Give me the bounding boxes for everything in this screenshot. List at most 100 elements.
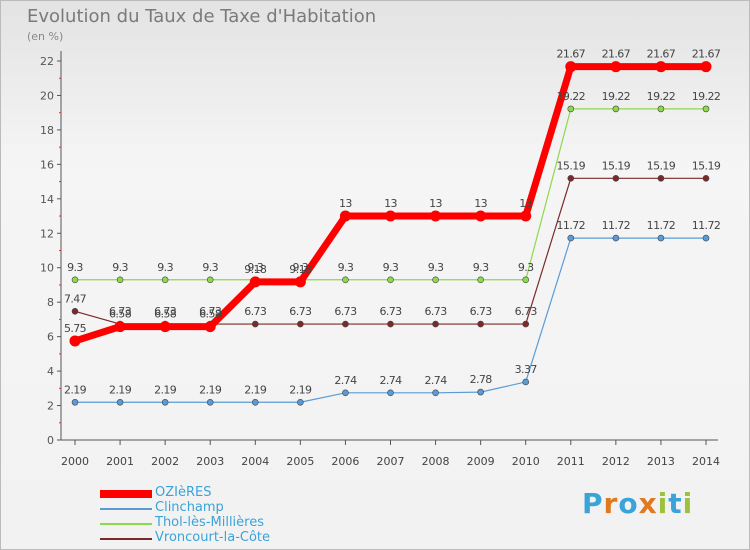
data-point-vroncourt-la-c-te xyxy=(387,320,394,328)
data-label-ozi-res: 6.58 xyxy=(199,308,222,321)
data-label-clinchamp: 2.74 xyxy=(334,374,357,387)
data-point-clinchamp xyxy=(387,389,394,397)
y-tick-label: 10 xyxy=(40,262,54,275)
data-label-vroncourt-la-c-te: 6.73 xyxy=(379,305,402,318)
legend-label: Vroncourt-la-Côte xyxy=(155,530,271,545)
data-point-clinchamp xyxy=(161,398,169,406)
data-point-thol-l-s-milli-res xyxy=(387,276,394,284)
brand-letter: o xyxy=(618,487,639,520)
data-point-vroncourt-la-c-te xyxy=(477,320,484,328)
data-label-clinchamp: 2.19 xyxy=(289,383,312,396)
data-point-thol-l-s-milli-res xyxy=(161,276,169,284)
x-tick-label: 2003 xyxy=(196,455,224,468)
data-point-thol-l-s-milli-res xyxy=(342,276,349,284)
legend-label: Clinchamp xyxy=(155,500,224,515)
data-point-clinchamp xyxy=(116,398,124,406)
data-label-vroncourt-la-c-te: 6.73 xyxy=(334,305,357,318)
y-tick-label: 18 xyxy=(40,124,54,137)
y-tick-label: 16 xyxy=(40,158,54,171)
legend-swatch xyxy=(100,490,152,498)
data-label-clinchamp: 2.74 xyxy=(425,374,448,387)
data-point-ozi-res xyxy=(700,61,712,73)
data-label-clinchamp: 11.72 xyxy=(692,219,721,232)
y-tick-label: 6 xyxy=(47,331,54,344)
data-label-vroncourt-la-c-te: 15.19 xyxy=(602,159,631,172)
data-label-clinchamp: 11.72 xyxy=(647,219,676,232)
data-point-clinchamp xyxy=(342,389,349,397)
x-tick-label: 2007 xyxy=(377,455,405,468)
data-point-thol-l-s-milli-res xyxy=(477,276,484,284)
data-label-ozi-res: 21.67 xyxy=(557,48,586,61)
data-point-thol-l-s-milli-res xyxy=(206,276,214,284)
data-point-ozi-res xyxy=(520,210,532,222)
data-point-vroncourt-la-c-te xyxy=(702,175,710,182)
brand-letter: t xyxy=(668,487,683,520)
data-point-vroncourt-la-c-te xyxy=(657,175,665,182)
x-tick-label: 2010 xyxy=(512,455,540,468)
data-label-clinchamp: 2.78 xyxy=(470,373,493,386)
data-point-ozi-res xyxy=(655,61,667,73)
x-tick-label: 2014 xyxy=(692,455,720,468)
chart-title: Evolution du Taux de Taxe d'Habitation xyxy=(27,6,377,27)
data-label-thol-l-s-milli-res: 19.22 xyxy=(557,90,586,103)
data-label-thol-l-s-milli-res: 9.3 xyxy=(112,261,128,274)
data-point-ozi-res xyxy=(385,210,396,222)
data-point-ozi-res xyxy=(339,210,351,222)
data-label-ozi-res: 13 xyxy=(519,197,532,210)
data-point-clinchamp xyxy=(297,398,304,406)
data-label-vroncourt-la-c-te: 15.19 xyxy=(692,159,721,172)
data-label-ozi-res: 6.58 xyxy=(154,308,177,321)
data-point-ozi-res xyxy=(114,321,126,333)
y-tick-label: 22 xyxy=(40,55,54,68)
legend-label: Thol-lès-Millières xyxy=(155,515,265,530)
data-label-thol-l-s-milli-res: 9.3 xyxy=(428,261,444,274)
data-point-thol-l-s-milli-res xyxy=(612,105,620,113)
data-label-ozi-res: 21.67 xyxy=(647,48,676,61)
data-point-thol-l-s-milli-res xyxy=(657,105,665,113)
data-point-clinchamp xyxy=(612,234,620,242)
data-label-vroncourt-la-c-te: 6.73 xyxy=(289,305,312,318)
data-label-clinchamp: 2.19 xyxy=(244,383,267,396)
x-tick-label: 2004 xyxy=(241,455,269,468)
brand-logo: Proxiti xyxy=(582,487,693,520)
data-label-thol-l-s-milli-res: 9.3 xyxy=(202,261,218,274)
x-tick-label: 2008 xyxy=(422,455,450,468)
data-point-thol-l-s-milli-res xyxy=(522,276,530,284)
data-label-vroncourt-la-c-te: 6.73 xyxy=(199,305,222,318)
data-label-clinchamp: 2.19 xyxy=(109,383,132,396)
x-tick-label: 2000 xyxy=(61,455,89,468)
data-point-ozi-res xyxy=(69,335,81,347)
data-label-vroncourt-la-c-te: 6.73 xyxy=(109,305,132,318)
legend-swatch xyxy=(100,508,152,510)
data-label-vroncourt-la-c-te: 6.73 xyxy=(425,305,448,318)
data-point-clinchamp xyxy=(206,398,214,406)
data-label-thol-l-s-milli-res: 9.3 xyxy=(518,261,534,274)
data-point-clinchamp xyxy=(567,234,575,242)
data-label-ozi-res: 6.58 xyxy=(109,308,132,321)
brand-letter: i xyxy=(657,487,669,520)
y-tick-label: 0 xyxy=(47,434,54,447)
x-tick-label: 2001 xyxy=(106,455,134,468)
legend-swatch xyxy=(100,538,152,540)
data-point-ozi-res xyxy=(430,210,442,222)
x-tick-label: 2005 xyxy=(286,455,314,468)
data-point-vroncourt-la-c-te xyxy=(567,175,575,182)
data-label-vroncourt-la-c-te: 15.19 xyxy=(647,159,676,172)
data-label-clinchamp: 3.37 xyxy=(515,363,538,376)
data-label-clinchamp: 2.19 xyxy=(199,383,222,396)
y-tick-label: 20 xyxy=(40,89,54,102)
data-label-vroncourt-la-c-te: 15.19 xyxy=(557,159,586,172)
x-tick-label: 2011 xyxy=(557,455,585,468)
data-label-vroncourt-la-c-te: 7.47 xyxy=(64,292,87,305)
data-point-ozi-res xyxy=(610,61,622,73)
data-label-ozi-res: 9.18 xyxy=(244,263,267,276)
data-point-thol-l-s-milli-res xyxy=(432,276,439,284)
x-tick-label: 2012 xyxy=(602,455,630,468)
brand-letter: r xyxy=(603,487,619,520)
brand-letter: i xyxy=(682,487,694,520)
data-point-vroncourt-la-c-te xyxy=(71,308,79,315)
legend-swatch xyxy=(100,523,152,525)
data-point-thol-l-s-milli-res xyxy=(116,276,124,284)
data-point-thol-l-s-milli-res xyxy=(567,105,575,113)
